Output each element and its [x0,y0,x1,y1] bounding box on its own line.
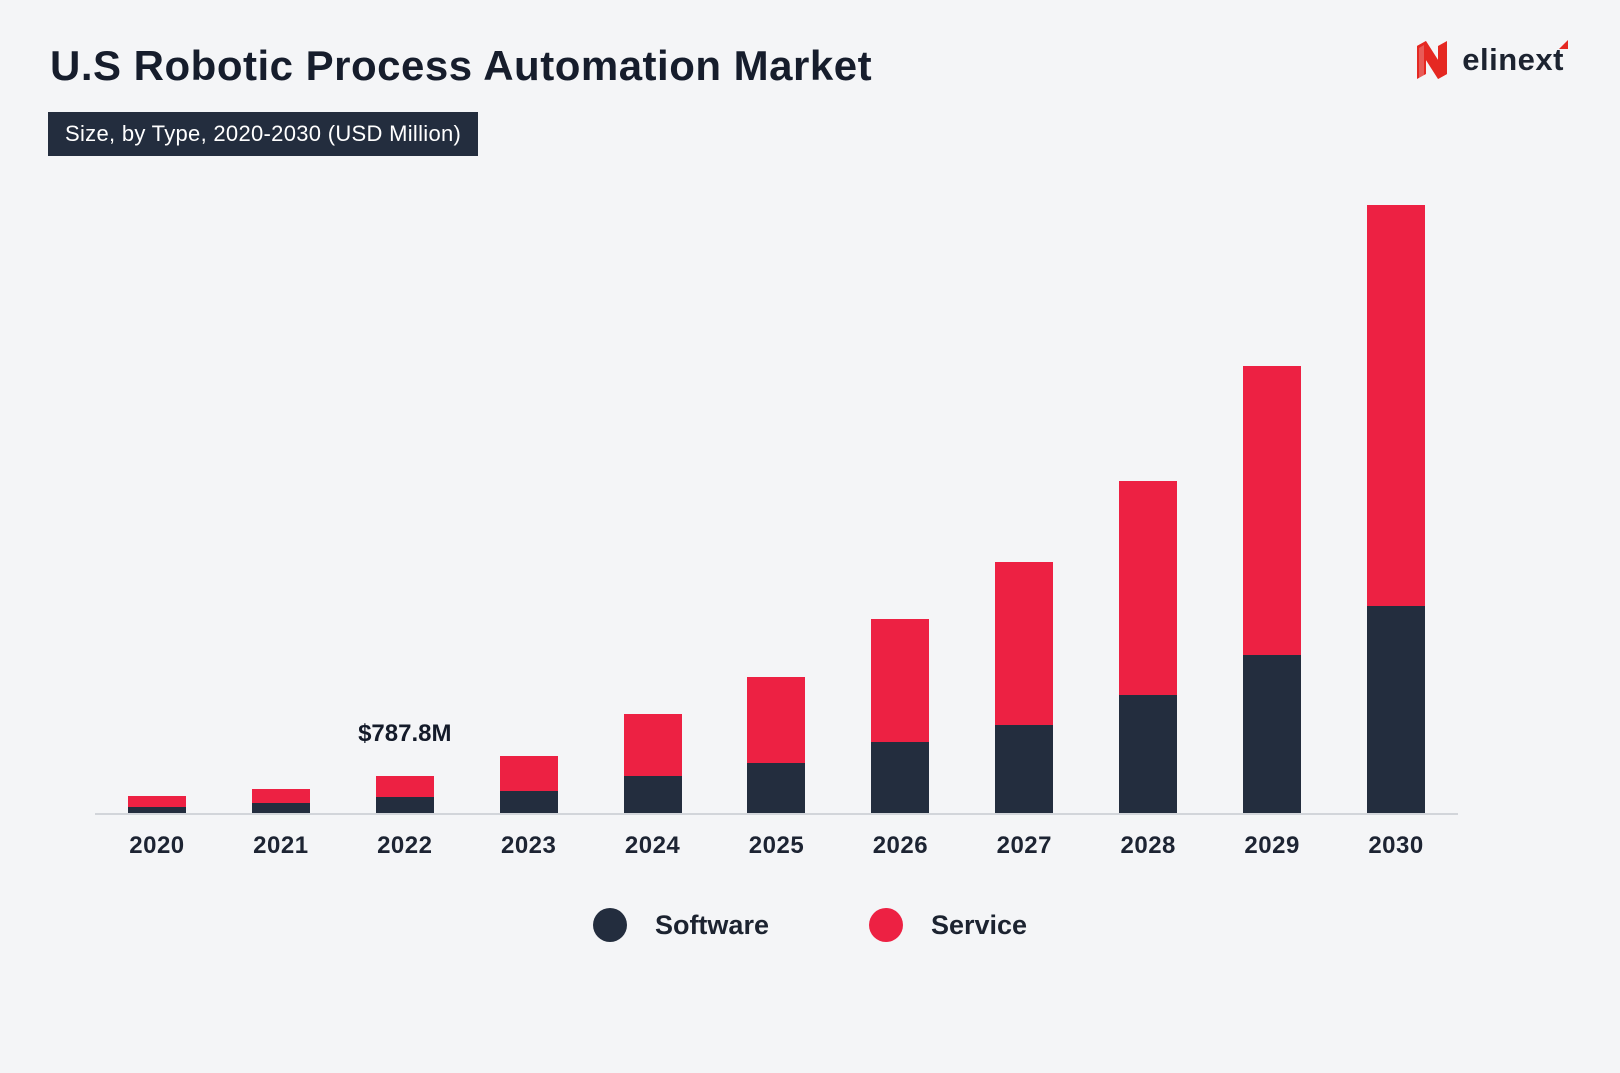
bar-annotation-2022: $787.8M [358,720,452,747]
bar-column-2028 [1086,185,1210,813]
bar-segment-software-2027 [995,725,1054,813]
x-label-2030: 2030 [1368,832,1424,859]
bar-segment-service-2030 [1367,205,1426,606]
bar-column-2024 [591,185,715,813]
legend-dot-software [592,908,627,942]
legend-label-service: Service [930,909,1028,940]
bar-column-2026 [838,185,962,813]
bar-segment-service-2020 [127,796,186,807]
chart-title: U.S Robotic Process Automation Market [50,42,873,89]
bar-segment-software-2020 [127,806,186,813]
bar-column-2025 [715,185,839,813]
bar-segment-service-2028 [1119,481,1178,696]
legend-item-software: Software [592,908,769,942]
bar-segment-software-2023 [499,790,558,813]
bar-segment-software-2024 [623,775,682,813]
x-label-2026: 2026 [872,832,929,859]
bar-column-2020 [95,185,219,813]
bar-segment-service-2026 [871,619,930,743]
bar-column-2030 [1334,185,1458,813]
x-label-2020: 2020 [129,832,185,859]
legend-label-software: Software [654,909,769,940]
elinext-logo: elinext [1413,38,1568,82]
elinext-logo-icon [1417,41,1448,79]
bar-segment-software-2022 [375,797,434,813]
bar-segment-service-2022 [375,776,434,797]
bar-segment-software-2028 [1119,695,1178,813]
legend-dot-service [868,908,903,942]
bar-column-2027 [962,185,1086,813]
x-label-2023: 2023 [500,832,557,859]
bar-segment-service-2025 [747,677,806,763]
bar-segment-software-2029 [1243,655,1302,813]
bar-segment-software-2021 [251,803,310,813]
bar-segment-service-2027 [995,562,1054,725]
bar-column-2022: $787.8M [343,185,467,813]
x-label-2022: 2022 [377,832,433,859]
x-label-2027: 2027 [996,832,1052,859]
chart-legend: Software Service [0,908,1620,942]
bar-column-2021 [219,185,343,813]
x-label-2021: 2021 [253,832,309,859]
bar-column-2023 [467,185,591,813]
bar-segment-service-2023 [499,755,558,791]
x-label-2028: 2028 [1120,832,1176,859]
x-label-2024: 2024 [624,832,681,859]
elinext-logo-text: elinext [1462,40,1568,78]
bar-segment-service-2021 [251,789,310,804]
x-label-2029: 2029 [1244,832,1300,859]
plot-area: $787.8M [95,185,1458,815]
x-label-2025: 2025 [748,832,805,859]
bar-segment-service-2024 [623,713,682,776]
legend-item-service: Service [868,908,1028,942]
bar-segment-service-2029 [1243,366,1302,655]
bar-column-2029 [1210,185,1334,813]
bar-segment-software-2025 [747,763,806,813]
bar-segment-software-2030 [1367,606,1426,813]
chart-subtitle-badge: Size, by Type, 2020-2030 (USD Million) [48,112,479,156]
x-axis-labels: 2020 2021 2022 2023 2024 2025 2026 2027 2028 2029… [95,832,1458,860]
bar-segment-software-2026 [871,742,930,813]
logo-accent-mark [1559,40,1568,49]
